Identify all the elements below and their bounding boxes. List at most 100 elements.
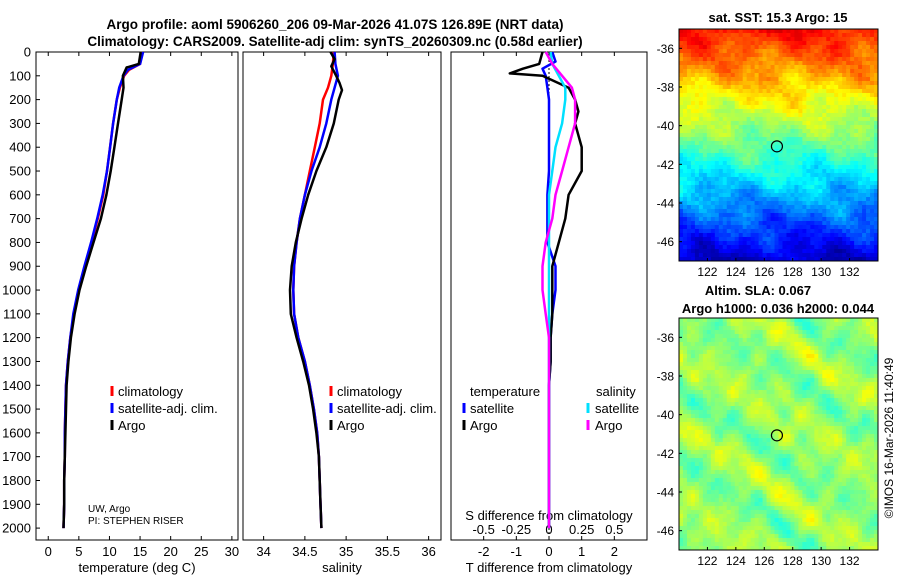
sla_map-cell xyxy=(722,406,728,411)
sla_map-cell xyxy=(750,418,756,423)
sla_map-cell xyxy=(822,358,827,363)
sla_map-cell xyxy=(742,438,748,443)
sst_map-cell xyxy=(754,197,759,202)
sst_map-cell xyxy=(810,41,815,46)
sla_map-cell xyxy=(778,386,783,391)
sla_map-cell xyxy=(846,430,851,435)
sst_map-cell xyxy=(834,209,839,214)
sla_map-cell xyxy=(782,454,787,459)
sst_map-cell xyxy=(686,213,692,218)
sst_map-cell xyxy=(750,249,756,254)
sst_map-cell xyxy=(742,65,748,70)
sst_map-cell xyxy=(798,145,803,150)
sla_map-cell xyxy=(730,402,736,407)
sla_map-cell xyxy=(802,406,807,411)
sst_map-cell xyxy=(698,29,704,34)
sla_map-cell xyxy=(690,414,696,419)
sst_map-cell xyxy=(706,173,712,178)
sla_map-cell xyxy=(766,394,771,399)
sst_map-cell xyxy=(718,169,724,174)
sst_map-cell xyxy=(750,89,756,94)
sla_map-cell xyxy=(762,318,767,323)
sla_map-cell xyxy=(858,406,863,411)
sla_map-cell xyxy=(754,342,759,347)
sst_map-cell xyxy=(778,137,783,142)
sla_map-cell xyxy=(742,430,748,435)
sla_map-cell xyxy=(778,466,783,471)
sst_map-cell xyxy=(682,213,688,218)
sst_map-cell xyxy=(866,105,871,110)
sst_map-cell xyxy=(854,53,859,58)
sla_map-cell xyxy=(862,358,867,363)
sst_map-cell xyxy=(746,49,752,54)
sla_map-cell xyxy=(730,366,736,371)
sla_map-cell xyxy=(762,438,767,443)
sla_map-cell xyxy=(798,458,803,463)
sst_map-cell xyxy=(862,65,867,70)
sst_map-cell xyxy=(810,253,815,258)
sla_map-cell xyxy=(842,426,847,431)
sst_map-cell xyxy=(814,233,819,238)
sla_map-cell xyxy=(758,458,763,463)
sst_map-cell xyxy=(754,205,759,210)
sst_map-cell xyxy=(858,33,863,38)
sst_map-cell xyxy=(698,57,704,62)
sst_map-cell xyxy=(694,53,700,58)
sst_map-cell xyxy=(698,205,704,210)
sst_map-cell xyxy=(698,129,704,134)
sst_map-cell xyxy=(802,105,807,110)
sst_map-cell xyxy=(758,29,763,34)
sst_map-cell xyxy=(778,97,783,102)
sla_map-cell xyxy=(726,334,732,339)
sla_map-cell xyxy=(810,378,815,383)
sst_map-cell xyxy=(866,157,871,162)
sla_map-cell xyxy=(734,366,740,371)
sla_map-cell xyxy=(814,462,819,467)
sst_map-cell xyxy=(774,217,779,222)
sst_map-cell xyxy=(838,61,843,66)
sst_map-cell xyxy=(710,149,716,154)
sst_map-cell xyxy=(866,125,871,130)
sla_map-cell xyxy=(714,378,720,383)
sst_map-cell xyxy=(830,157,835,162)
sla_map-cell xyxy=(818,434,823,439)
sst_map-cell xyxy=(802,157,807,162)
sst_map-cell xyxy=(802,73,807,78)
sla_map-cell xyxy=(706,386,712,391)
sla_map-cell xyxy=(738,326,744,331)
sst_map-cell xyxy=(718,249,724,254)
sst_map-cell xyxy=(850,89,855,94)
sst_map-cell xyxy=(846,105,851,110)
sla_map-cell xyxy=(766,458,771,463)
sst_map-cell xyxy=(862,253,867,258)
sst_map-cell xyxy=(754,101,759,106)
sst_map-cell xyxy=(858,101,863,106)
sst_map-cell xyxy=(742,73,748,78)
sst_map-cell xyxy=(702,237,708,242)
sst_map-cell xyxy=(730,213,736,218)
sst_map-cell xyxy=(738,165,744,170)
sst_map-cell xyxy=(814,165,819,170)
sst_map-cell xyxy=(718,165,724,170)
sst_map-cell xyxy=(862,49,867,54)
sst_map-cell xyxy=(814,237,819,242)
sst_map-cell xyxy=(806,221,811,226)
sst_map-cell xyxy=(782,229,787,234)
sla_map-cell xyxy=(866,370,871,375)
sla_map-cell xyxy=(838,330,843,335)
sst_map-ytick-label: -44 xyxy=(657,197,675,211)
sla_map-cell xyxy=(766,398,771,403)
sst_map-cell xyxy=(770,65,775,70)
sla_map-cell xyxy=(774,358,779,363)
sla_map-cell xyxy=(814,430,819,435)
sst_map-cell xyxy=(690,85,696,90)
sla_map-cell xyxy=(710,406,716,411)
sst_map-cell xyxy=(798,173,803,178)
sst_map-cell xyxy=(814,185,819,190)
sla_map-cell xyxy=(822,390,827,395)
sla_map-cell xyxy=(679,338,684,343)
sst_map-cell xyxy=(714,129,720,134)
sst_map-cell xyxy=(790,69,795,74)
sst_map-cell xyxy=(794,117,799,122)
sst_map-cell xyxy=(798,45,803,50)
